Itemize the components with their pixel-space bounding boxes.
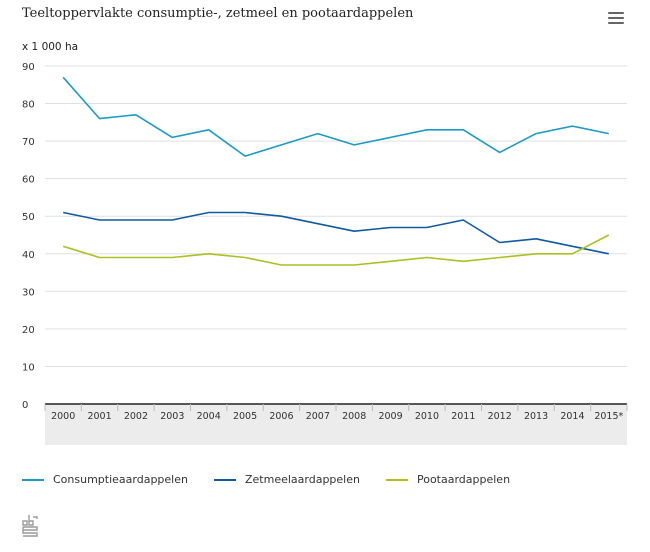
legend-swatch (22, 478, 44, 481)
y-tick-label: 50 (22, 212, 35, 223)
x-tick-label: 2010 (415, 411, 439, 422)
series-line-zetmeelaardappelen[interactable] (63, 211, 609, 255)
x-tick-label: 2008 (342, 411, 366, 422)
legend-swatch (213, 478, 236, 481)
legend-item-poot[interactable]: Pootaardappelen (385, 473, 511, 486)
x-tick-label: 2000 (51, 411, 75, 422)
x-tick-label: 2009 (378, 411, 402, 422)
legend-item-consumptie[interactable]: Consumptieaardappelen (22, 473, 188, 486)
y-axis-ticks: 0 10 20 30 40 50 60 70 80 90 (22, 62, 35, 411)
x-tick-label: 2005 (233, 411, 257, 422)
x-tick-label: 2014 (560, 411, 584, 422)
legend-item-zetmeel[interactable]: Zetmeelaardappelen (213, 473, 360, 486)
series-line-consumptieaardappelen[interactable] (62, 76, 609, 157)
x-tick-label: 2004 (197, 411, 221, 422)
x-tick-label: 2002 (124, 411, 148, 422)
x-tick-label: 2006 (269, 411, 293, 422)
y-tick-label: 60 (22, 175, 35, 186)
legend-label: Zetmeelaardappelen (244, 473, 360, 486)
x-tick-label: 2001 (87, 411, 111, 422)
gridlines (45, 65, 627, 367)
menu-bar (608, 17, 624, 19)
y-tick-label: 40 (22, 250, 35, 261)
y-tick-label: 70 (22, 137, 35, 148)
x-axis-ticks: 2000 2001 2002 2003 2004 2005 2006 2007 2008 2009… (44, 403, 628, 422)
legend-label: Pootaardappelen (416, 473, 511, 486)
chart-title: Teeltoppervlakte consumptie-, zetmeel en… (22, 6, 414, 21)
y-tick-label: 30 (22, 287, 35, 298)
y-tick-label: 10 (22, 362, 35, 373)
x-tick-label: 2012 (488, 411, 512, 422)
menu-bar (608, 22, 624, 24)
x-tick-label: 2015* (594, 411, 623, 422)
x-tick-label: 2011 (451, 411, 475, 422)
legend-label: Consumptieaardappelen (53, 473, 188, 486)
legend: Consumptieaardappelen Zetmeelaardappelen… (22, 473, 536, 486)
x-tick-label: 2003 (160, 411, 184, 422)
cbs-logo-icon (22, 515, 38, 537)
series-line-pootaardappelen[interactable] (62, 234, 610, 266)
y-tick-label: 20 (22, 325, 35, 336)
series-lines (62, 76, 610, 266)
y-axis-unit-label: x 1 000 ha (22, 41, 79, 53)
y-tick-label: 90 (22, 62, 35, 73)
y-tick-label: 0 (22, 400, 28, 411)
y-tick-label: 80 (22, 100, 35, 111)
x-tick-label: 2013 (524, 411, 548, 422)
hamburger-menu-icon[interactable] (608, 12, 624, 26)
legend-swatch (385, 478, 408, 481)
x-tick-label: 2007 (306, 411, 330, 422)
menu-bar (608, 12, 624, 14)
